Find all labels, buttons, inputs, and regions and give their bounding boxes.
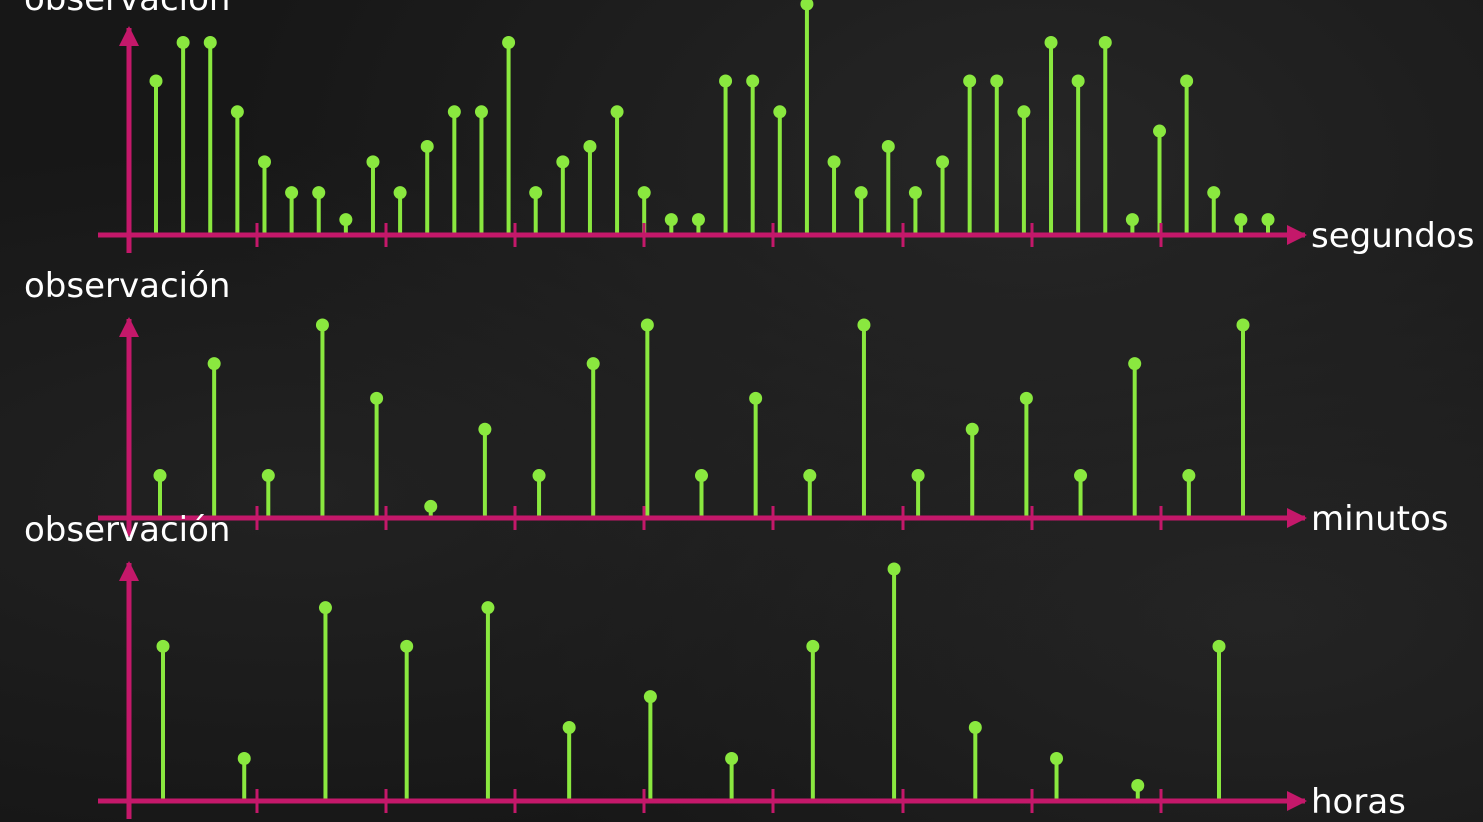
stem-marker [1019,391,1033,405]
stem-marker [968,721,982,735]
stem-marker [315,318,329,332]
stem-marker [339,213,353,227]
stem-marker [1182,469,1196,483]
stem-marker [1234,213,1248,227]
stem-marker [420,139,434,153]
stem-marker [1071,74,1085,88]
stem-marker [318,601,332,615]
stem-marker [1017,105,1031,119]
stem-marker [1236,318,1250,332]
y-axis-label: observación [24,0,230,19]
stem-marker [562,721,576,735]
panel-horas: observación horas [24,510,1406,822]
stem-marker [529,186,543,200]
stem-marker [746,74,760,88]
stem-marker [803,469,817,483]
x-axis-label: minutos [1311,499,1449,539]
stem-marker [149,74,163,88]
stem-marker [203,36,217,49]
stem-marker [424,499,438,513]
stem-marker [1125,213,1139,227]
x-axis-label: segundos [1311,216,1474,256]
stem-marker [474,105,488,119]
stem-marker [1074,469,1088,483]
stem-marker [881,139,895,153]
stem-marker [481,601,495,615]
stem-marker [156,639,170,653]
stem-marker [207,357,221,371]
stem-marker [153,469,167,483]
stem-marker [854,186,868,200]
stem-marker [447,105,461,119]
stem-marker [827,155,841,169]
stem-marker [695,469,708,483]
stem-marker [1180,74,1194,88]
stem-marker [393,186,407,200]
stem-marker [691,213,705,227]
stem-marker [887,562,901,576]
stem-marker [1153,124,1167,138]
stem-marker [261,469,275,483]
stem-marker [749,391,763,405]
stem-marker [1098,36,1112,49]
stem-marker [640,318,654,332]
stem-marker [773,105,787,119]
stem-marker [176,36,190,49]
stem-marker [1212,639,1226,653]
stem-marker [1131,779,1145,793]
stem-marker [1207,186,1221,200]
stem-marker [719,74,733,88]
stem-marker [643,690,657,704]
stem-marker [806,639,820,653]
stem-marker [936,155,950,169]
stem-marker [556,155,570,169]
stem-marker [911,469,925,483]
panel-segundos: observación segundos [24,0,1474,256]
stem-marker [366,155,380,169]
y-axis-label: observación [24,510,230,550]
stem-marker [857,318,871,332]
stem-marker [586,357,600,371]
stem-marker [312,186,326,200]
stem-marker [1050,751,1064,765]
stem-marker [725,751,739,765]
stem-marker [965,422,979,436]
stem-marker [230,105,244,119]
stem-marker [400,639,414,653]
stem-marker [285,186,299,200]
stem-marker [502,36,516,49]
stem-marker [800,0,814,11]
stem-marker [610,105,624,119]
stem-marker [237,751,251,765]
stem-marker [963,74,977,88]
stem-marker [257,155,271,169]
stem-marker [1128,357,1142,371]
stem-marker [1044,36,1058,49]
stem-marker [583,139,597,153]
stem-marker [908,186,922,200]
stem-marker [532,469,546,483]
stem-marker [990,74,1004,88]
stem-marker [1261,213,1275,227]
x-axis-label: horas [1311,782,1406,822]
stem-marker [664,213,678,227]
stem-marker [478,422,492,436]
stem-marker [637,186,651,200]
stem-marker [370,391,384,405]
panel-minutos: observación minutos [24,266,1449,539]
y-axis-label: observación [24,266,230,306]
